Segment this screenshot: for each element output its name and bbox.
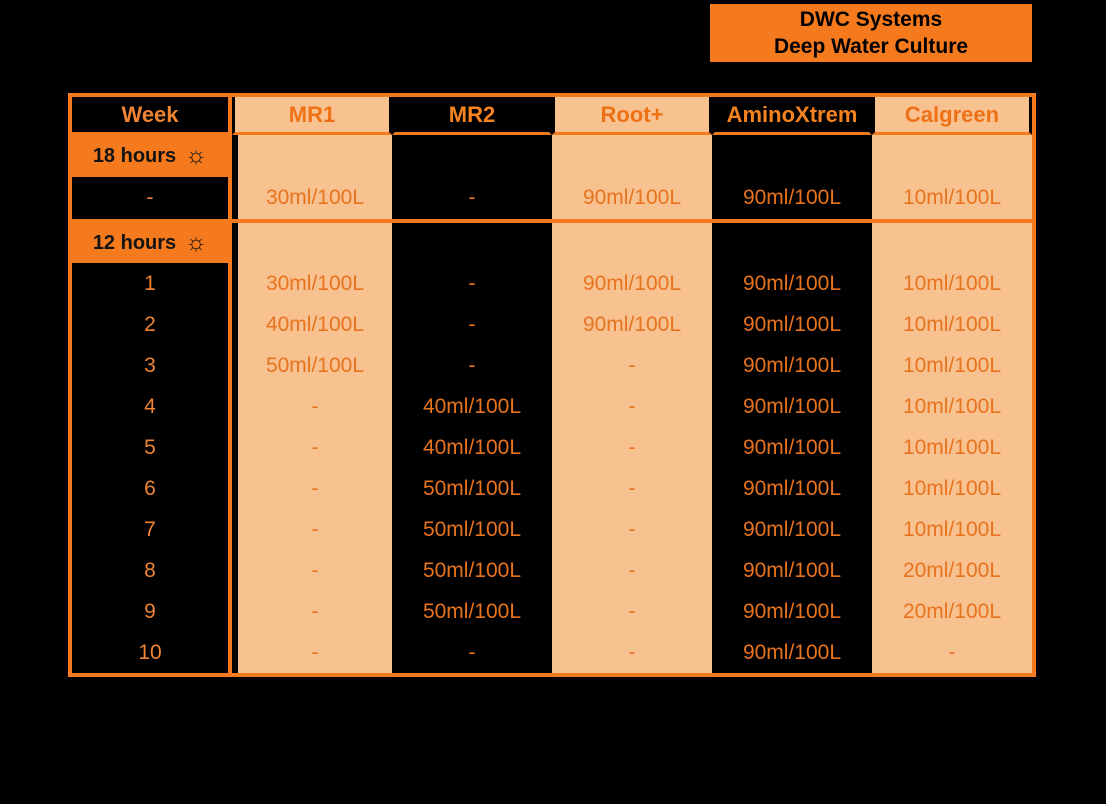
- value-cell-mr1: -: [232, 550, 392, 591]
- sun-icon: ☼: [185, 142, 208, 169]
- value-cell-calgreen: -: [872, 632, 1032, 673]
- value-cell-mr2: 50ml/100L: [392, 468, 552, 509]
- empty-cell-mr2: [392, 223, 552, 263]
- value-cell-mr2: 50ml/100L: [392, 509, 552, 550]
- feeding-schedule-table: Week MR1 MR2 Root+ AminoXtrem Calgreen 18 hour…: [68, 93, 1036, 677]
- value-cell-mr2: 40ml/100L: [392, 427, 552, 468]
- value-cell-root: 90ml/100L: [552, 304, 712, 345]
- value-cell-aminoxtrem: 90ml/100L: [712, 427, 872, 468]
- value-cell-mr1: -: [232, 427, 392, 468]
- title-banner: DWC Systems Deep Water Culture: [710, 4, 1032, 62]
- week-cell: -: [72, 177, 232, 219]
- week-cell: 2: [72, 304, 232, 345]
- value-cell-mr2: -: [392, 345, 552, 386]
- value-cell-aminoxtrem: 90ml/100L: [712, 468, 872, 509]
- value-cell-root: 90ml/100L: [552, 263, 712, 304]
- empty-cell-root: [552, 223, 712, 263]
- empty-cell-aminoxtrem: [712, 135, 872, 177]
- value-cell-mr1: -: [232, 632, 392, 673]
- value-cell-root: -: [552, 468, 712, 509]
- week-cell: 6: [72, 468, 232, 509]
- value-cell-mr2: 50ml/100L: [392, 550, 552, 591]
- value-cell-calgreen: 20ml/100L: [872, 591, 1032, 632]
- value-cell-root: -: [552, 427, 712, 468]
- week-cell: 7: [72, 509, 232, 550]
- title-line-1: DWC Systems: [799, 8, 943, 31]
- week-column-header: Week: [72, 97, 232, 135]
- value-cell-aminoxtrem: 90ml/100L: [712, 550, 872, 591]
- col-header-mr2: MR2: [392, 97, 552, 135]
- value-cell-mr2: 40ml/100L: [392, 386, 552, 427]
- value-cell-mr2: -: [392, 632, 552, 673]
- value-cell-root: -: [552, 509, 712, 550]
- value-cell-aminoxtrem: 90ml/100L: [712, 345, 872, 386]
- week-cell: 3: [72, 345, 232, 386]
- value-cell-calgreen: 10ml/100L: [872, 177, 1032, 219]
- col-header-root: Root+: [552, 97, 712, 135]
- phase-label-text: 12 hours: [92, 231, 177, 254]
- value-cell-calgreen: 10ml/100L: [872, 263, 1032, 304]
- value-cell-calgreen: 10ml/100L: [872, 427, 1032, 468]
- value-cell-aminoxtrem: 90ml/100L: [712, 632, 872, 673]
- value-cell-root: -: [552, 591, 712, 632]
- empty-cell-calgreen: [872, 223, 1032, 263]
- empty-cell-aminoxtrem: [712, 223, 872, 263]
- week-cell: 1: [72, 263, 232, 304]
- value-cell-mr2: -: [392, 263, 552, 304]
- empty-cell-mr1: [232, 223, 392, 263]
- value-cell-mr2: 50ml/100L: [392, 591, 552, 632]
- value-cell-mr2: -: [392, 177, 552, 219]
- value-cell-mr1: 30ml/100L: [232, 263, 392, 304]
- col-header-calgreen: Calgreen: [872, 97, 1032, 135]
- value-cell-mr1: 40ml/100L: [232, 304, 392, 345]
- value-cell-root: -: [552, 632, 712, 673]
- week-cell: 10: [72, 632, 232, 673]
- value-cell-aminoxtrem: 90ml/100L: [712, 509, 872, 550]
- value-cell-mr1: -: [232, 468, 392, 509]
- value-cell-root: -: [552, 550, 712, 591]
- value-cell-calgreen: 20ml/100L: [872, 550, 1032, 591]
- value-cell-calgreen: 10ml/100L: [872, 304, 1032, 345]
- week-cell: 4: [72, 386, 232, 427]
- empty-cell-mr2: [392, 135, 552, 177]
- title-line-2: Deep Water Culture: [773, 35, 969, 58]
- week-cell: 8: [72, 550, 232, 591]
- value-cell-calgreen: 10ml/100L: [872, 468, 1032, 509]
- value-cell-calgreen: 10ml/100L: [872, 386, 1032, 427]
- empty-cell-root: [552, 135, 712, 177]
- value-cell-mr1: -: [232, 591, 392, 632]
- value-cell-root: -: [552, 386, 712, 427]
- value-cell-calgreen: 10ml/100L: [872, 509, 1032, 550]
- value-cell-root: -: [552, 345, 712, 386]
- value-cell-aminoxtrem: 90ml/100L: [712, 177, 872, 219]
- value-cell-mr1: -: [232, 386, 392, 427]
- week-cell: 9: [72, 591, 232, 632]
- value-cell-aminoxtrem: 90ml/100L: [712, 304, 872, 345]
- col-header-mr1: MR1: [232, 97, 392, 135]
- week-cell: 5: [72, 427, 232, 468]
- phase-label-18-hours: 18 hours ☼: [72, 135, 232, 177]
- value-cell-aminoxtrem: 90ml/100L: [712, 386, 872, 427]
- empty-cell-calgreen: [872, 135, 1032, 177]
- section-divider: [72, 219, 1032, 223]
- value-cell-mr1: 50ml/100L: [232, 345, 392, 386]
- phase-label-text: 18 hours: [92, 144, 177, 167]
- value-cell-aminoxtrem: 90ml/100L: [712, 263, 872, 304]
- value-cell-calgreen: 10ml/100L: [872, 345, 1032, 386]
- sun-icon: ☼: [185, 229, 208, 256]
- value-cell-root: 90ml/100L: [552, 177, 712, 219]
- value-cell-mr1: -: [232, 509, 392, 550]
- empty-cell-mr1: [232, 135, 392, 177]
- phase-label-12-hours: 12 hours ☼: [72, 223, 232, 263]
- value-cell-mr2: -: [392, 304, 552, 345]
- value-cell-mr1: 30ml/100L: [232, 177, 392, 219]
- col-header-aminoxtrem: AminoXtrem: [712, 97, 872, 135]
- value-cell-aminoxtrem: 90ml/100L: [712, 591, 872, 632]
